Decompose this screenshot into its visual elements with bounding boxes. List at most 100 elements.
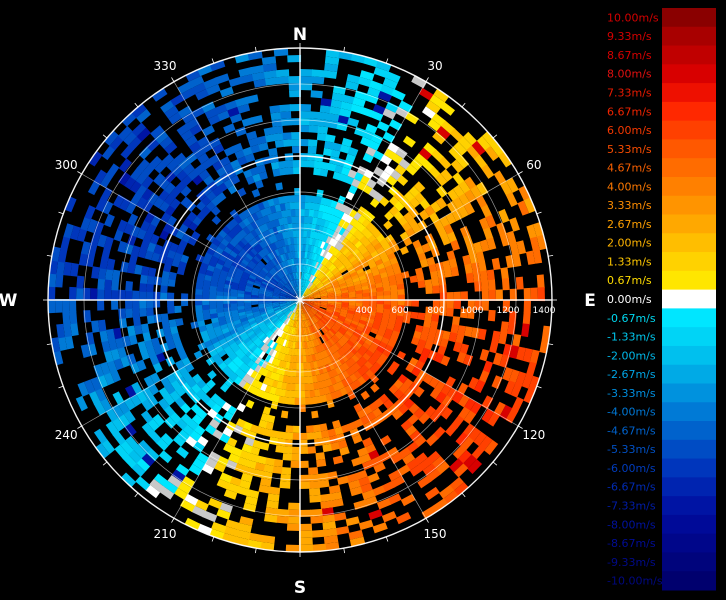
velocity-bin [355, 293, 363, 298]
velocity-bin [345, 367, 354, 377]
velocity-bin [395, 315, 404, 323]
velocity-bin [336, 330, 344, 338]
velocity-bin [330, 498, 344, 508]
velocity-bin [294, 306, 298, 314]
velocity-bin [234, 223, 244, 233]
velocity-bin [294, 195, 301, 203]
velocity-bin [234, 367, 243, 377]
velocity-bin [277, 321, 284, 329]
velocity-bin [258, 332, 266, 340]
velocity-bin [270, 111, 282, 121]
velocity-bin [315, 313, 322, 319]
velocity-bin [307, 146, 317, 154]
velocity-bin [311, 375, 318, 384]
velocity-bin [445, 212, 457, 225]
velocity-bin [411, 366, 422, 377]
velocity-bin [304, 320, 308, 328]
velocity-bin [140, 349, 150, 361]
velocity-bin [184, 135, 198, 148]
velocity-bin [284, 285, 291, 291]
velocity-bin [142, 200, 154, 213]
velocity-bin [304, 216, 310, 224]
velocity-bin [270, 429, 280, 439]
velocity-bin [287, 274, 292, 282]
velocity-bin [324, 56, 340, 66]
velocity-bin [284, 267, 289, 276]
velocity-bin [292, 265, 296, 273]
velocity-bin [330, 215, 338, 224]
velocity-bin [410, 311, 419, 320]
velocity-bin [279, 297, 287, 300]
velocity-bin [305, 319, 309, 328]
velocity-bin [346, 312, 355, 318]
velocity-bin [167, 292, 175, 300]
velocity-bin [237, 522, 252, 533]
velocity-bin [291, 288, 296, 295]
velocity-bin [284, 275, 290, 283]
velocity-bin [241, 274, 249, 280]
velocity-bin [337, 210, 345, 220]
azimuth-tick [134, 102, 139, 108]
velocity-bin [144, 249, 154, 261]
velocity-bin [294, 202, 301, 210]
velocity-bin [329, 328, 337, 335]
legend-label: 1.33m/s [607, 255, 652, 268]
velocity-bin [274, 248, 281, 257]
velocity-bin [314, 345, 321, 354]
velocity-bin [195, 309, 204, 317]
velocity-bin [125, 280, 133, 292]
velocity-bin [271, 277, 279, 284]
velocity-bin [359, 316, 368, 322]
velocity-bin [238, 283, 246, 289]
velocity-bin [347, 310, 355, 315]
velocity-bin [491, 257, 501, 271]
velocity-bin [357, 215, 367, 225]
velocity-bin [310, 285, 317, 292]
velocity-bin [297, 313, 300, 321]
legend-label: 5.33m/s [607, 143, 652, 156]
velocity-bin [353, 379, 362, 389]
velocity-bin [347, 146, 359, 157]
velocity-bin [357, 376, 367, 386]
velocity-bin [253, 78, 267, 88]
velocity-bin [312, 289, 319, 294]
velocity-bin [327, 163, 337, 172]
velocity-bin [426, 256, 436, 267]
velocity-bin [345, 279, 354, 286]
velocity-bin [290, 376, 296, 384]
velocity-bin [366, 318, 375, 325]
velocity-bin [427, 118, 442, 132]
velocity-bin [135, 184, 148, 198]
velocity-bin [327, 302, 335, 306]
velocity-bin [161, 320, 170, 330]
velocity-bin [523, 387, 536, 404]
velocity-bin [216, 258, 226, 266]
velocity-bin [251, 212, 260, 222]
velocity-bin [285, 318, 291, 325]
velocity-bin [302, 327, 306, 335]
velocity-bin [282, 375, 288, 383]
velocity-bin [100, 187, 113, 202]
velocity-bin [216, 295, 224, 300]
velocity-bin [160, 284, 168, 294]
velocity-bin [282, 307, 289, 313]
velocity-bin [231, 344, 241, 353]
velocity-bin [307, 333, 311, 342]
velocity-bin [332, 334, 340, 342]
velocity-bin [306, 301, 314, 305]
velocity-bin [357, 223, 366, 233]
velocity-bin [306, 297, 314, 300]
velocity-bin [216, 286, 224, 292]
velocity-bin [382, 308, 391, 315]
velocity-bin [382, 242, 392, 252]
velocity-bin [291, 244, 296, 252]
legend-swatch [662, 383, 716, 403]
velocity-bin [160, 313, 169, 322]
velocity-bin [436, 125, 451, 140]
velocity-bin [447, 188, 459, 202]
velocity-bin [331, 312, 340, 318]
velocity-bin [249, 322, 258, 328]
velocity-bin [423, 341, 434, 351]
velocity-bin [230, 174, 241, 185]
velocity-bin [181, 111, 196, 124]
